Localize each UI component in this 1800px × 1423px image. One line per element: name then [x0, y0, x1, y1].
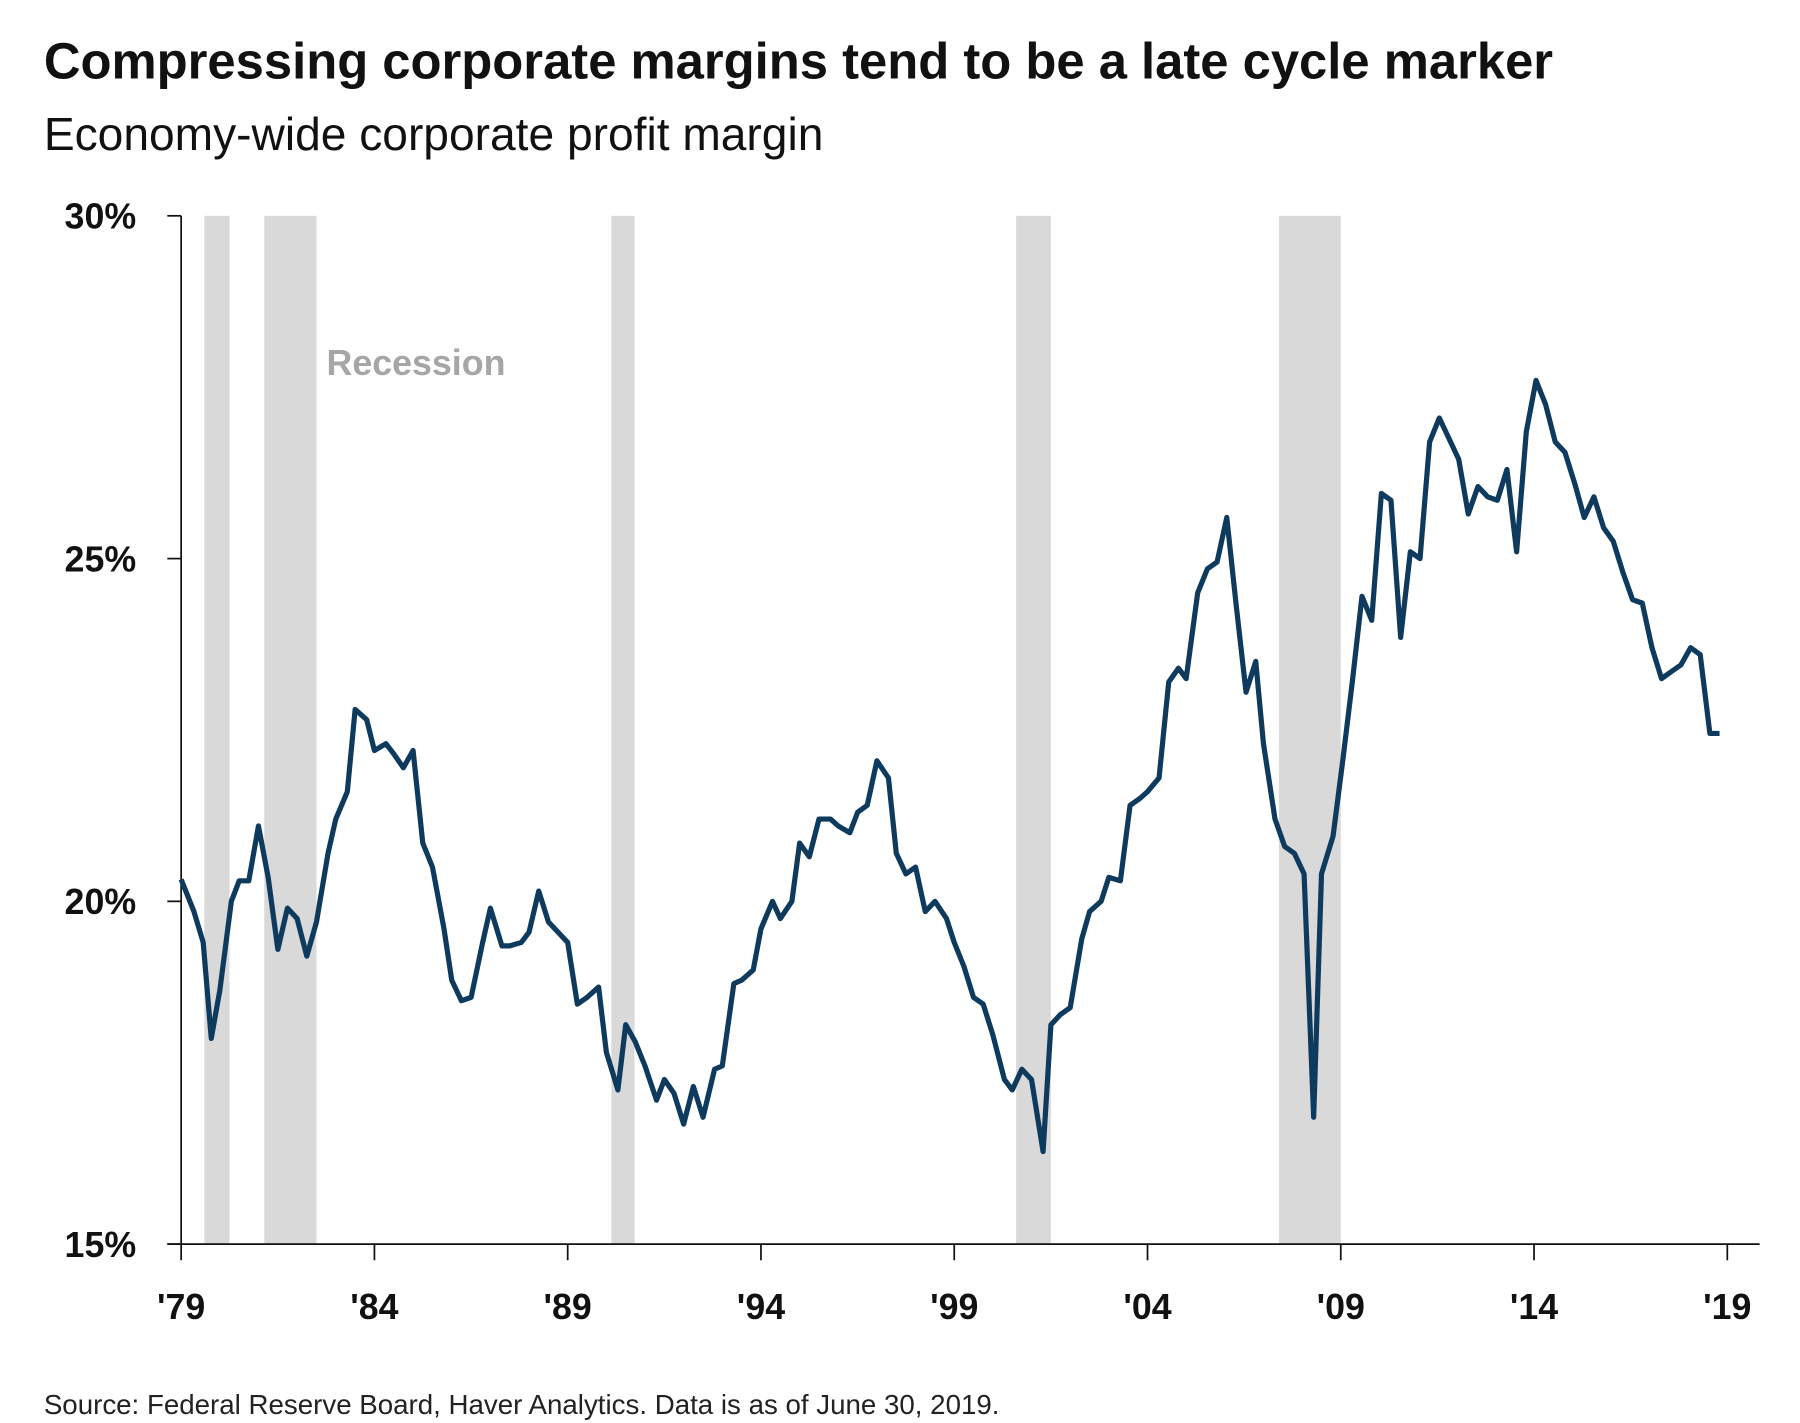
- y-tick-label: 30%: [65, 197, 137, 237]
- chart-title: Compressing corporate margins tend to be…: [44, 32, 1553, 89]
- source-note: Source: Federal Reserve Board, Haver Ana…: [44, 1389, 1000, 1420]
- y-tick-label: 25%: [65, 539, 137, 579]
- x-tick-label: '04: [1123, 1287, 1171, 1327]
- x-ticks: '79 '84 '89 '94 '99 '04 '09 '14 '19: [157, 1244, 1751, 1327]
- recession-band: [204, 215, 230, 1245]
- recession-band: [1278, 215, 1341, 1245]
- y-tick-label: 20%: [65, 882, 137, 922]
- x-tick-label: '94: [737, 1287, 785, 1327]
- x-tick-label: '79: [157, 1287, 205, 1327]
- recession-band: [264, 215, 317, 1245]
- x-tick-label: '09: [1317, 1287, 1365, 1327]
- profit-margin-line: [178, 377, 1720, 1155]
- x-tick-label: '89: [544, 1287, 592, 1327]
- x-tick-label: '19: [1703, 1287, 1751, 1327]
- x-tick-label: '14: [1510, 1287, 1558, 1327]
- x-tick-label: '99: [930, 1287, 978, 1327]
- recession-band: [611, 215, 635, 1245]
- y-tick-label: 15%: [65, 1225, 137, 1265]
- recession-label: Recession: [327, 343, 506, 383]
- chart-subtitle: Economy-wide corporate profit margin: [44, 108, 824, 160]
- x-tick-label: '84: [350, 1287, 398, 1327]
- y-ticks: 15% 20% 25% 30%: [65, 197, 182, 1265]
